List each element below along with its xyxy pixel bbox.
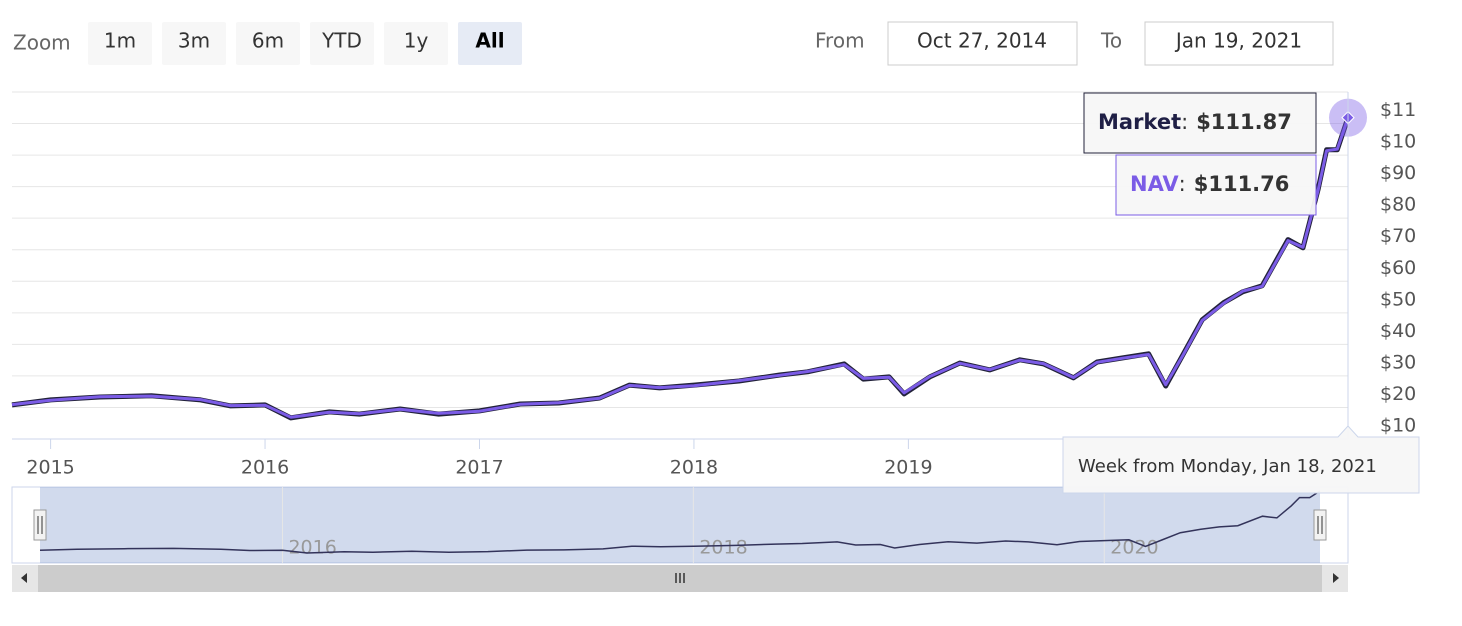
y-tick-label: $30 (1380, 351, 1416, 373)
y-tick-label: $11 (1380, 99, 1416, 121)
x-tick-label: 2018 (670, 457, 718, 479)
tooltip-value: $111.87 (1196, 110, 1292, 134)
tooltip-box (1115, 154, 1317, 216)
y-tick-label: $80 (1380, 194, 1416, 216)
navigator-tick-label: 2018 (699, 537, 747, 559)
zoom-button-label[interactable]: 6m (252, 29, 284, 53)
y-tick-label: $90 (1380, 162, 1416, 184)
zoom-label: Zoom (13, 31, 71, 55)
zoom-button[interactable] (88, 22, 152, 65)
zoom-button[interactable] (236, 22, 300, 65)
navigator-tick-label: 2016 (288, 537, 336, 559)
y-tick-label: $50 (1380, 288, 1416, 310)
tooltip-text: NAV: $111.76 (1130, 172, 1289, 196)
zoom-button[interactable] (162, 22, 226, 65)
overlay: Market: $111.87 NAV: $111.76 Week from Monda… (1062, 92, 1420, 494)
to-input[interactable] (1144, 21, 1334, 66)
tooltip-value: $111.76 (1194, 172, 1290, 196)
tooltip-separator: : (1179, 172, 1186, 196)
y-tick-label: $10 (1380, 131, 1416, 153)
tooltip-series-name: Market (1098, 110, 1181, 134)
lines (11, 116, 1351, 421)
y-tick-label: $40 (1380, 320, 1416, 342)
tooltip-series-name: NAV (1130, 172, 1179, 196)
x-tick-label: 2019 (884, 457, 932, 479)
x-tick-label: 2016 (241, 457, 289, 479)
zoom-button-label[interactable]: 3m (178, 29, 210, 53)
from-label: From (815, 29, 865, 53)
navigator-handle[interactable] (1313, 509, 1327, 541)
navigator: 2016 2018 2020 (11, 486, 1349, 592)
y-tick-label: $70 (1380, 225, 1416, 247)
zoom-button-label[interactable]: All (475, 29, 504, 53)
navigator-handle[interactable] (33, 509, 47, 541)
zoom-button[interactable] (310, 22, 374, 65)
arrow-left (21, 573, 27, 583)
y-tick-label: $10 (1380, 415, 1416, 437)
navigator-tick-label: 2020 (1110, 537, 1158, 559)
zoom-button[interactable] (458, 22, 522, 65)
x-tick-label: 2017 (455, 457, 503, 479)
zoom-button-label[interactable]: 1y (404, 29, 429, 53)
to-label: To (1100, 29, 1122, 53)
y-tick-label: $20 (1380, 383, 1416, 405)
zoom-button-label[interactable]: YTD (321, 29, 362, 53)
tooltip-header: Week from Monday, Jan 18, 2021 (1078, 456, 1377, 477)
from-date[interactable]: Oct 27, 2014 (917, 29, 1047, 53)
tooltip-box (1083, 92, 1317, 154)
y-tick-label: $60 (1380, 257, 1416, 279)
series-line (11, 117, 1350, 419)
from-input[interactable] (887, 21, 1078, 66)
tooltip-separator: : (1181, 110, 1188, 134)
arrow-right (1333, 573, 1339, 583)
zoom-button-label[interactable]: 1m (104, 29, 136, 53)
zoom-button[interactable] (384, 22, 448, 65)
to-date[interactable]: Jan 19, 2021 (1174, 29, 1302, 53)
navigator-line (39, 490, 1321, 554)
x-tick-label: 2015 (26, 457, 74, 479)
tooltip-text: Market: $111.87 (1098, 110, 1292, 134)
tooltip-box (1062, 425, 1420, 494)
